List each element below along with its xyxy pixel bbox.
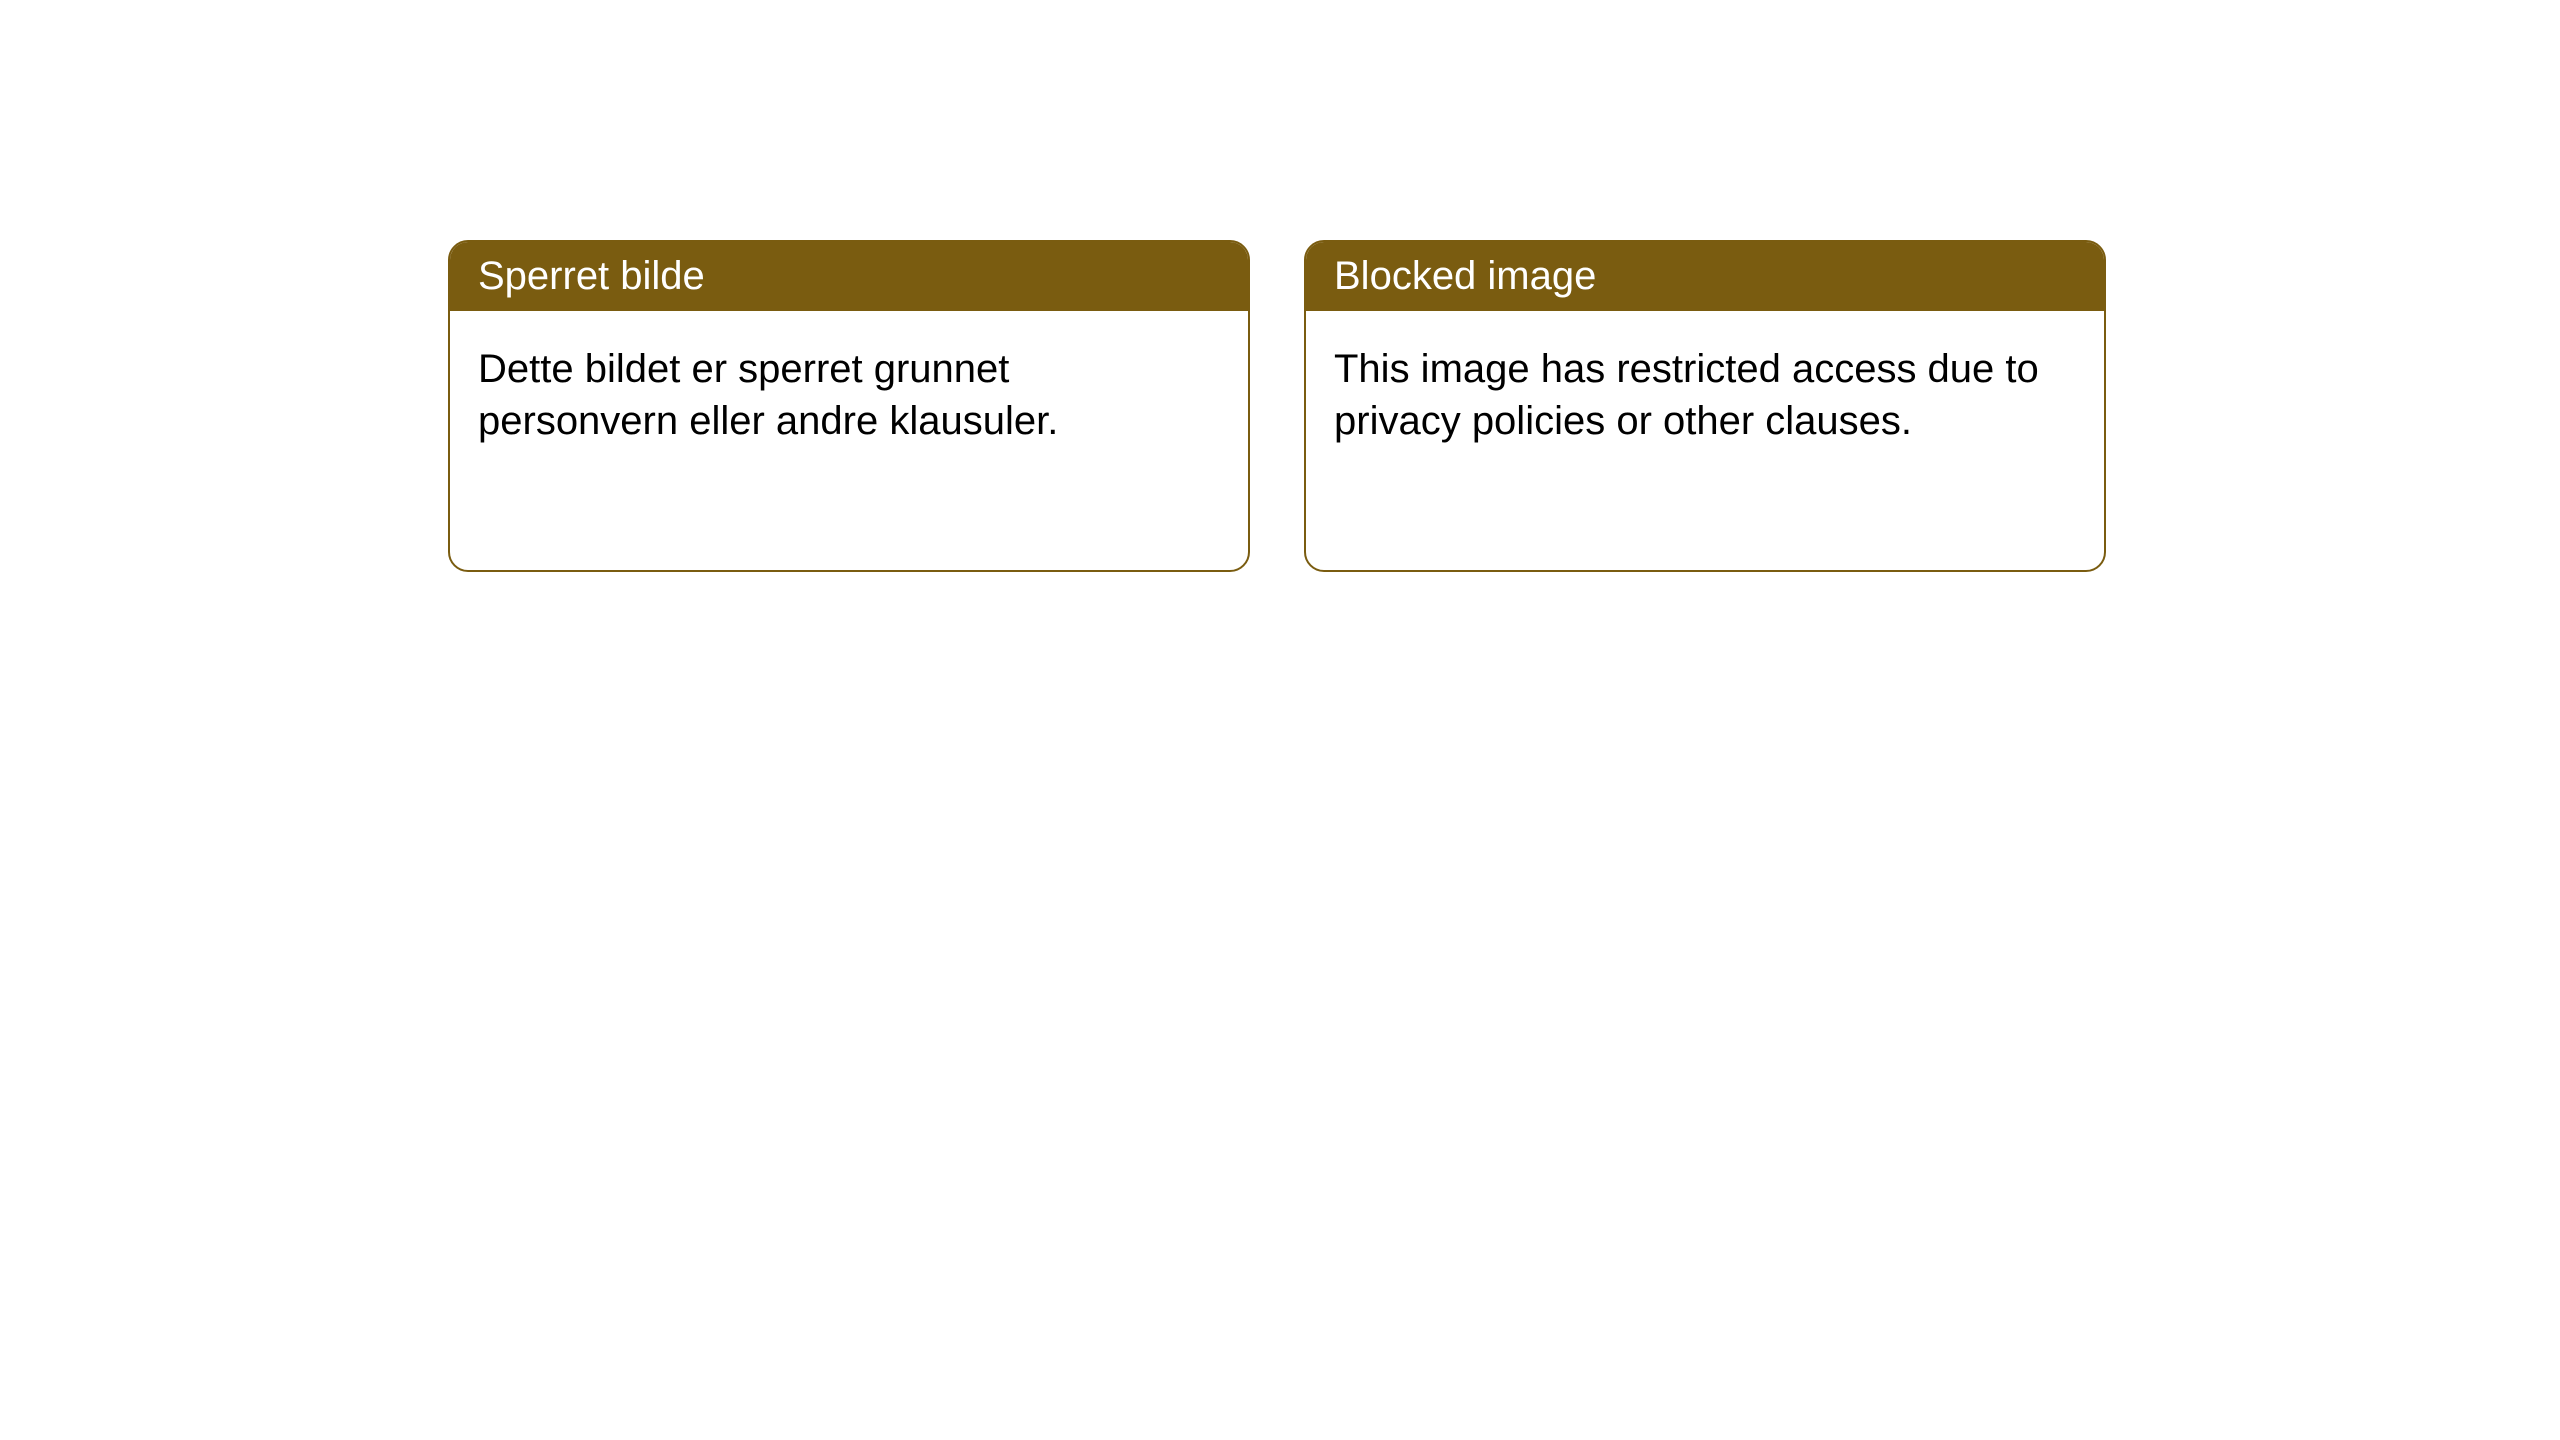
card-title: Sperret bilde [478,254,705,298]
card-header: Blocked image [1306,242,2104,311]
blocked-image-card-no: Sperret bilde Dette bildet er sperret gr… [448,240,1250,572]
blocked-image-card-en: Blocked image This image has restricted … [1304,240,2106,572]
card-title: Blocked image [1334,254,1596,298]
card-container: Sperret bilde Dette bildet er sperret gr… [0,0,2560,572]
card-body: This image has restricted access due to … [1306,311,2104,479]
card-body-text: This image has restricted access due to … [1334,347,2039,443]
card-body: Dette bildet er sperret grunnet personve… [450,311,1248,479]
card-body-text: Dette bildet er sperret grunnet personve… [478,347,1058,443]
card-header: Sperret bilde [450,242,1248,311]
